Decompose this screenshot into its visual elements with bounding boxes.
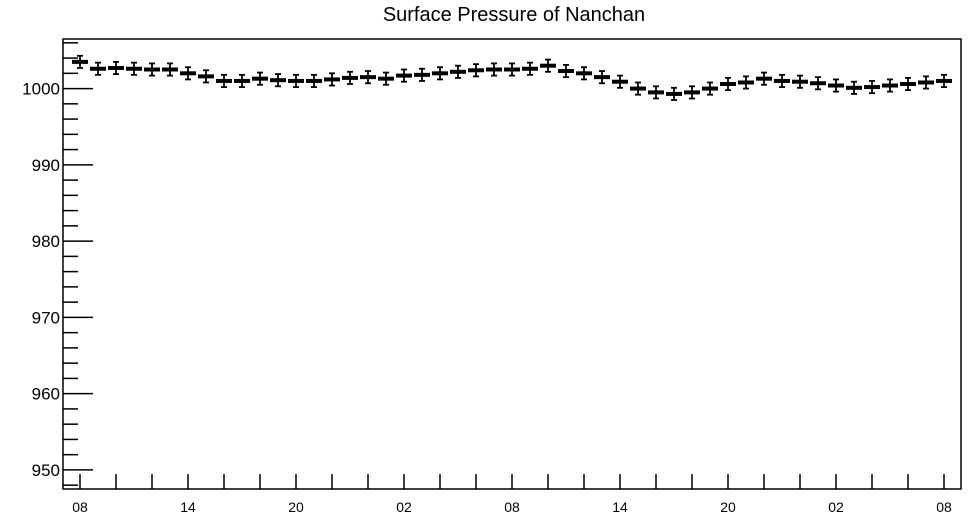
data-point: [918, 75, 934, 90]
data-point: [90, 61, 106, 76]
data-point: [450, 64, 466, 79]
x-tick-label: 20: [288, 499, 304, 515]
data-point: [558, 64, 574, 79]
y-tick-label: 990: [32, 156, 60, 175]
y-tick-label: 980: [32, 232, 60, 251]
data-point: [72, 54, 88, 69]
x-tick-label: 08: [72, 499, 88, 515]
y-tick-label: 950: [32, 461, 60, 480]
data-point: [342, 70, 358, 85]
data-point: [882, 78, 898, 93]
y-tick-label: 1000: [22, 80, 60, 99]
data-point: [630, 81, 646, 96]
x-tick-label: 14: [612, 499, 628, 515]
data-point: [666, 86, 682, 101]
x-axis: 08 14 20 02 08 14 20 02 08: [72, 474, 952, 515]
data-point: [522, 61, 538, 76]
chart-title: Surface Pressure of Nanchan: [382, 4, 646, 26]
data-point: [936, 73, 952, 88]
data-point: [468, 63, 484, 78]
data-point: [378, 71, 394, 86]
data-point: [504, 62, 520, 77]
plot-frame: [62, 38, 962, 490]
x-tick-label: 08: [504, 499, 520, 515]
y-tick-label: 970: [32, 308, 60, 327]
x-tick-label: 14: [180, 499, 196, 515]
x-tick-label: 02: [828, 499, 844, 515]
data-point: [396, 68, 412, 83]
data-point: [828, 78, 844, 93]
data-point: [252, 71, 268, 86]
data-point: [900, 76, 916, 92]
data-point: [288, 73, 304, 88]
data-point: [792, 74, 808, 89]
data-point: [270, 73, 286, 88]
data-point: [486, 62, 502, 77]
data-point: [684, 85, 700, 100]
data-point: [108, 60, 124, 75]
data-point: [702, 81, 718, 96]
data-point: [216, 73, 232, 88]
data-point: [846, 80, 862, 95]
data-point: [324, 72, 340, 87]
x-tick-label: 08: [936, 499, 952, 515]
data-point: [360, 70, 376, 85]
data-point: [810, 76, 826, 91]
data-point: [756, 71, 772, 86]
x-tick-label: 20: [720, 499, 736, 515]
data-point: [144, 62, 160, 77]
data-point: [306, 73, 322, 88]
data-series: [72, 54, 952, 101]
data-point: [540, 58, 556, 73]
y-tick-label: 960: [32, 385, 60, 404]
data-point: [738, 75, 754, 90]
data-point: [432, 66, 448, 81]
data-point: [594, 70, 610, 85]
data-point: [198, 69, 214, 84]
data-point: [414, 67, 430, 82]
data-point: [162, 62, 178, 77]
data-point: [774, 73, 790, 88]
data-point: [864, 80, 880, 95]
data-point: [648, 85, 664, 100]
data-point: [126, 61, 142, 76]
x-tick-label: 02: [396, 499, 412, 515]
data-point: [576, 66, 592, 81]
data-point: [180, 66, 196, 81]
data-point: [720, 76, 736, 92]
y-axis: 950 960 970 980 990 1000: [22, 42, 93, 486]
data-point: [234, 73, 250, 88]
data-point: [612, 74, 628, 89]
